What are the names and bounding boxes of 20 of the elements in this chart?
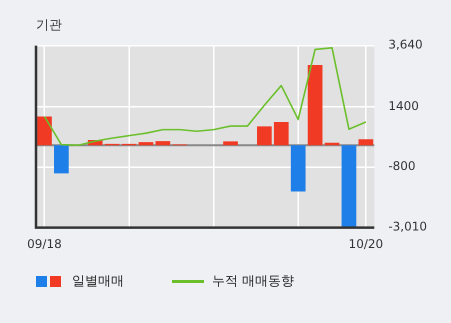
bar [156,141,170,146]
bar [342,145,356,228]
bar [274,122,289,146]
bar [257,126,272,146]
bar [37,116,52,146]
bar [308,65,322,146]
y-tick-label: -3,010 [388,220,428,234]
bar [223,141,238,146]
legend-label: 누적 매매동향 [212,273,294,290]
bar [290,145,306,192]
y-tick-label: -800 [388,159,416,174]
x-tick-label: 10/20 [348,236,384,251]
bar [358,139,374,146]
bar [138,142,154,146]
chart-title: 기관 [36,18,62,34]
y-tick-label: 1400 [388,99,419,114]
legend-label: 일별매매 [72,273,124,290]
bar [54,145,69,174]
x-tick-label: 09/18 [27,236,62,251]
y-tick-label: 3,640 [388,38,423,52]
